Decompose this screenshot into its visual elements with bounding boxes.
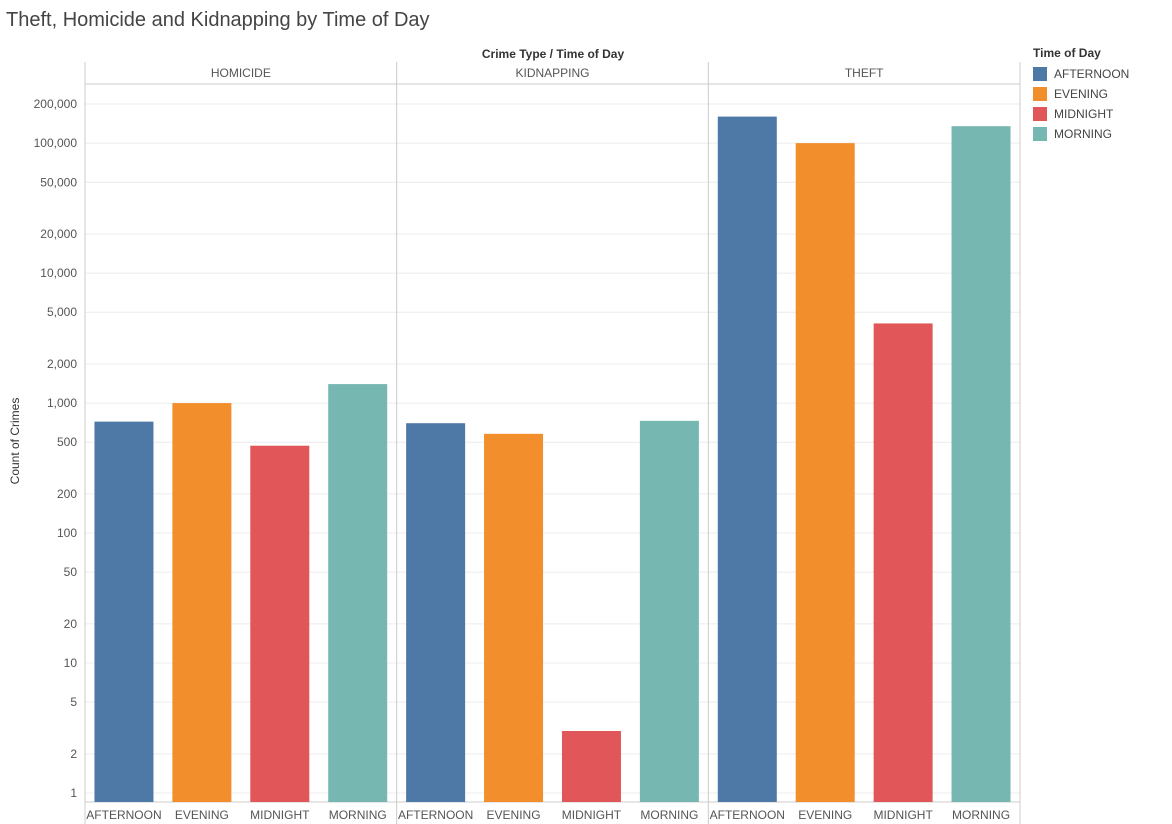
legend-label: MORNING [1054,127,1112,141]
bar-kidnapping-afternoon [406,423,466,802]
panel-header-theft: THEFT [845,66,884,80]
x-tick-label: AFTERNOON [86,808,161,822]
legend-swatch [1033,87,1047,101]
legend-swatch [1033,107,1047,121]
legend-item-midnight[interactable]: MIDNIGHT [1033,104,1129,124]
x-tick-label: MIDNIGHT [873,808,933,822]
legend-item-morning[interactable]: MORNING [1033,124,1129,144]
bars [94,116,1011,803]
bar-kidnapping-midnight [561,730,621,802]
legend-title: Time of Day [1033,46,1101,60]
legend: Time of Day AFTERNOON EVENING MIDNIGHT MORN… [1033,46,1129,144]
y-tick-label: 5,000 [47,305,77,319]
bar-theft-midnight [873,323,933,802]
y-tick-label: 5 [70,695,77,709]
crime-type-header: Crime Type / Time of Day [482,47,625,61]
y-tick-label: 10 [64,656,78,670]
legend-label: AFTERNOON [1054,67,1130,81]
x-tick-label: MIDNIGHT [562,808,622,822]
y-tick-label: 2,000 [47,357,77,371]
legend-item-afternoon[interactable]: AFTERNOON [1033,64,1129,84]
bar-kidnapping-morning [639,420,699,802]
y-tick-label: 1 [70,786,77,800]
bar-kidnapping-evening [484,433,544,802]
panel-header-homicide: HOMICIDE [211,66,271,80]
bar-homicide-evening [172,403,232,802]
panel-frame [84,62,1021,824]
y-tick-label: 10,000 [40,266,77,280]
bar-theft-afternoon [717,116,777,803]
y-tick-label: 50 [64,565,78,579]
x-tick-label: EVENING [487,808,541,822]
y-tick-label: 500 [57,435,77,449]
legend-label: EVENING [1054,87,1109,101]
y-tick-label: 50,000 [40,175,77,189]
x-tick-label: EVENING [798,808,852,822]
y-axis: 1 2 5 10 20 50 100 200 500 1,000 2,000 5,000 10,000 2… [34,97,78,800]
bar-theft-morning [951,126,1011,802]
y-tick-label: 2 [70,747,77,761]
chart-title: Theft, Homicide and Kidnapping by Time o… [6,9,430,31]
y-axis-label: Count of Crimes [8,398,22,485]
bar-homicide-midnight [250,445,310,802]
x-axis: AFTERNOON EVENING MIDNIGHT MORNING AFTERNOON… [86,808,1010,822]
x-tick-label: MIDNIGHT [250,808,310,822]
x-tick-label: EVENING [175,808,229,822]
legend-item-evening[interactable]: EVENING [1033,84,1129,104]
x-tick-label: AFTERNOON [398,808,473,822]
y-tick-label: 200,000 [34,97,78,111]
x-tick-label: MORNING [329,808,387,822]
legend-items: AFTERNOON EVENING MIDNIGHT MORNING [1033,64,1129,144]
y-tick-label: 1,000 [47,396,77,410]
panel-header-kidnapping: KIDNAPPING [515,66,589,80]
bar-theft-evening [795,143,855,803]
y-tick-label: 100 [57,526,77,540]
y-tick-label: 200 [57,487,77,501]
legend-label: MIDNIGHT [1054,107,1114,121]
x-tick-label: MORNING [952,808,1010,822]
gridlines [85,103,1020,794]
bar-homicide-afternoon [94,421,154,802]
legend-swatch [1033,127,1047,141]
legend-swatch [1033,67,1047,81]
y-tick-label: 20,000 [40,227,77,241]
x-tick-label: MORNING [640,808,698,822]
bar-homicide-morning [328,384,388,802]
y-tick-label: 20 [64,617,78,631]
y-tick-label: 100,000 [34,136,78,150]
x-tick-label: AFTERNOON [710,808,785,822]
panel-headers: HOMICIDE KIDNAPPING THEFT [211,66,884,80]
